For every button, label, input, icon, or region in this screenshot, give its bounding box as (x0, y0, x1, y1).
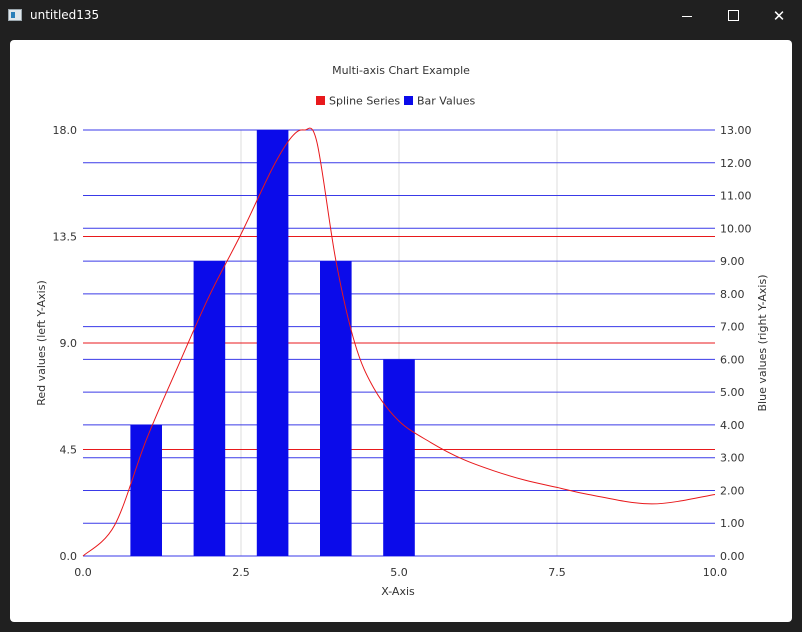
bar (130, 424, 162, 556)
right-y-tick-label: 13.00 (720, 124, 752, 137)
legend-swatch-spline (316, 96, 325, 105)
maximize-icon (728, 10, 739, 21)
bar-series (130, 130, 415, 556)
right-y-tick-label: 11.00 (720, 190, 752, 203)
right-y-tick-label: 3.00 (720, 452, 745, 465)
legend-label-bar: Bar Values (417, 95, 476, 108)
x-tick-label: 5.0 (390, 566, 408, 579)
left-y-tick-label: 0.0 (60, 550, 78, 563)
window-title: untitled135 (30, 8, 100, 22)
right-y-tick-label: 10.00 (720, 222, 752, 235)
left-y-tick-label: 18.0 (53, 124, 78, 137)
x-tick-label: 0.0 (74, 566, 92, 579)
x-tick-label: 10.0 (703, 566, 728, 579)
bar (383, 359, 415, 556)
minimize-button[interactable] (664, 0, 710, 32)
right-y-tick-label: 2.00 (720, 484, 745, 497)
spline-line (82, 127, 716, 557)
left-y-tick-label: 9.0 (60, 337, 78, 350)
left-y-tick-label: 13.5 (53, 231, 78, 244)
spline-series (82, 127, 716, 557)
legend: Spline Series Bar Values (316, 95, 476, 108)
x-axis-title: X-Axis (381, 585, 415, 598)
chart-title: Multi-axis Chart Example (332, 64, 470, 77)
legend-label-spline: Spline Series (329, 95, 400, 108)
right-y-tick-label: 1.00 (720, 517, 745, 530)
close-button[interactable]: ✕ (756, 0, 802, 32)
x-tick-label: 7.5 (548, 566, 566, 579)
left-y-tick-label: 4.5 (60, 444, 78, 457)
left-y-axis-title: Red values (left Y-Axis) (35, 280, 48, 406)
maximize-button[interactable] (710, 0, 756, 32)
close-icon: ✕ (772, 7, 786, 25)
x-tick-label: 2.5 (232, 566, 250, 579)
right-y-axis-title: Blue values (right Y-Axis) (756, 274, 769, 411)
bar (256, 130, 289, 556)
right-y-tick-label: 8.00 (720, 288, 745, 301)
app-icon (8, 9, 22, 21)
legend-swatch-bar (404, 96, 413, 105)
minimize-icon (682, 16, 692, 17)
right-y-tick-label: 4.00 (720, 419, 745, 432)
right-y-tick-label: 7.00 (720, 321, 745, 334)
right-y-tick-label: 5.00 (720, 386, 745, 399)
right-y-tick-label: 6.00 (720, 353, 745, 366)
bar (193, 261, 226, 556)
bar (320, 261, 352, 556)
right-y-tick-label: 0.00 (720, 550, 745, 563)
axes: 0.0 2.5 5.0 7.5 10.0 0.0 4.5 9.0 13.5 18.0 0.00 1.0… (53, 124, 752, 579)
title-bar: untitled135 ✕ (0, 0, 802, 32)
right-y-tick-label: 9.00 (720, 255, 745, 268)
right-y-tick-label: 12.00 (720, 157, 752, 170)
